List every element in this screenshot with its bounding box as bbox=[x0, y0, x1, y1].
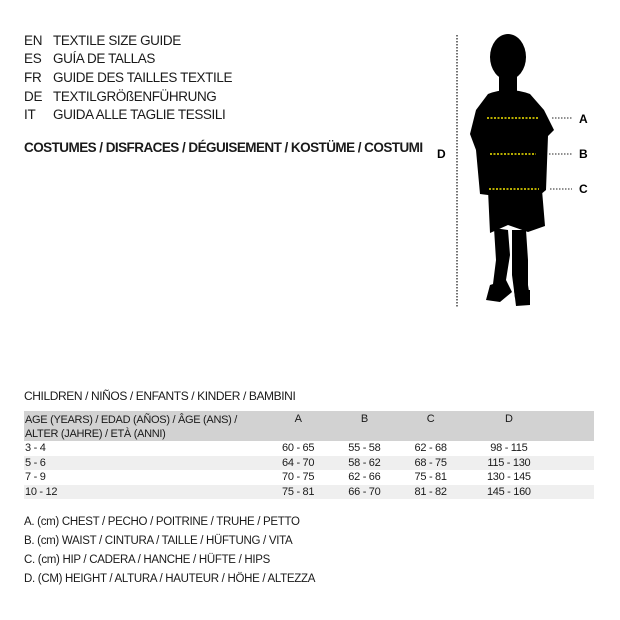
lang-code: DE bbox=[24, 89, 43, 104]
title-text: GUÍA DE TALLAS bbox=[53, 51, 155, 66]
header-d: D bbox=[463, 411, 554, 441]
legend-item: D. (CM) HEIGHT / ALTURA / HAUTEUR / HÖHE… bbox=[24, 573, 316, 585]
header-c: C bbox=[397, 411, 464, 441]
child-silhouette-figure: A B C D bbox=[437, 34, 588, 307]
table-header-row: AGE (YEARS) / EDAD (AÑOS) / ÂGE (ANS) / A… bbox=[24, 411, 594, 441]
category-heading: COSTUMES / DISFRACES / DÉGUISEMENT / KOS… bbox=[24, 140, 423, 155]
legend-item: C. (cm) HIP / CADERA / HANCHE / HÜFTE / … bbox=[24, 554, 271, 566]
title-text: GUIDA ALLE TAGLIE TESSILI bbox=[53, 107, 226, 122]
child-silhouette-icon bbox=[470, 34, 554, 306]
header-b: B bbox=[331, 411, 398, 441]
label-a: A bbox=[579, 112, 588, 126]
table-row: 3 - 4 60 - 65 55 - 58 62 - 68 98 - 115 bbox=[25, 442, 528, 455]
lang-code: FR bbox=[24, 70, 42, 85]
section-heading: CHILDREN / NIÑOS / ENFANTS / KINDER / BA… bbox=[24, 389, 296, 403]
table-row: 7 - 9 70 - 75 62 - 66 75 - 81 130 - 145 bbox=[25, 471, 531, 484]
lang-code: ES bbox=[24, 51, 42, 66]
legend-item: B. (cm) WAIST / CINTURA / TAILLE / HÜFTU… bbox=[24, 535, 293, 547]
lang-code: EN bbox=[24, 33, 43, 48]
legend-item: A. (cm) CHEST / PECHO / POITRINE / TRUHE… bbox=[24, 516, 300, 528]
lang-code: IT bbox=[24, 107, 36, 122]
header-a: A bbox=[265, 411, 332, 441]
label-c: C bbox=[579, 182, 588, 196]
title-text: TEXTILE SIZE GUIDE bbox=[53, 33, 181, 48]
label-b: B bbox=[579, 147, 588, 161]
size-table: AGE (YEARS) / EDAD (AÑOS) / ÂGE (ANS) / A… bbox=[24, 411, 594, 499]
label-d: D bbox=[437, 147, 446, 161]
header-age: AGE (YEARS) / EDAD (AÑOS) / ÂGE (ANS) / A… bbox=[24, 411, 265, 441]
table-row: 10 - 12 75 - 81 66 - 70 81 - 82 145 - 160 bbox=[24, 484, 594, 499]
title-text: TEXTILGRÖßENFÜHRUNG bbox=[53, 89, 217, 104]
table-row: 5 - 6 64 - 70 58 - 62 68 - 75 115 - 130 bbox=[24, 455, 594, 470]
title-text: GUIDE DES TAILLES TEXTILE bbox=[53, 70, 233, 85]
